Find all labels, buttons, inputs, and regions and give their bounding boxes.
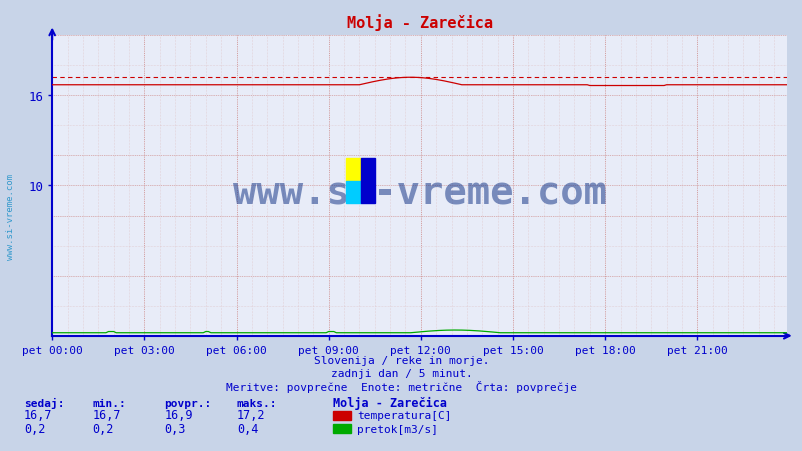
Text: www.si-vreme.com: www.si-vreme.com — [233, 173, 606, 211]
Bar — [346, 159, 360, 182]
Text: Molja - Zarečica: Molja - Zarečica — [333, 396, 447, 409]
Bar — [346, 182, 360, 204]
Text: sedaj:: sedaj: — [24, 397, 64, 408]
Text: www.si-vreme.com: www.si-vreme.com — [6, 174, 14, 259]
Text: 16,7: 16,7 — [24, 409, 52, 422]
Text: 0,4: 0,4 — [237, 422, 258, 435]
Text: povpr.:: povpr.: — [164, 398, 212, 408]
Text: 0,3: 0,3 — [164, 422, 186, 435]
Bar — [360, 159, 375, 204]
Text: zadnji dan / 5 minut.: zadnji dan / 5 minut. — [330, 368, 472, 378]
Text: 16,7: 16,7 — [92, 409, 120, 422]
Text: pretok[m3/s]: pretok[m3/s] — [357, 424, 438, 434]
Text: 0,2: 0,2 — [92, 422, 114, 435]
Text: 16,9: 16,9 — [164, 409, 192, 422]
Text: maks.:: maks.: — [237, 398, 277, 408]
Text: Meritve: povprečne  Enote: metrične  Črta: povprečje: Meritve: povprečne Enote: metrične Črta:… — [225, 380, 577, 392]
Text: min.:: min.: — [92, 398, 126, 408]
Text: 17,2: 17,2 — [237, 409, 265, 422]
Text: temperatura[C]: temperatura[C] — [357, 410, 452, 420]
Text: Slovenija / reke in morje.: Slovenija / reke in morje. — [314, 355, 488, 365]
Text: 0,2: 0,2 — [24, 422, 46, 435]
Title: Molja - Zarečica: Molja - Zarečica — [346, 14, 492, 31]
